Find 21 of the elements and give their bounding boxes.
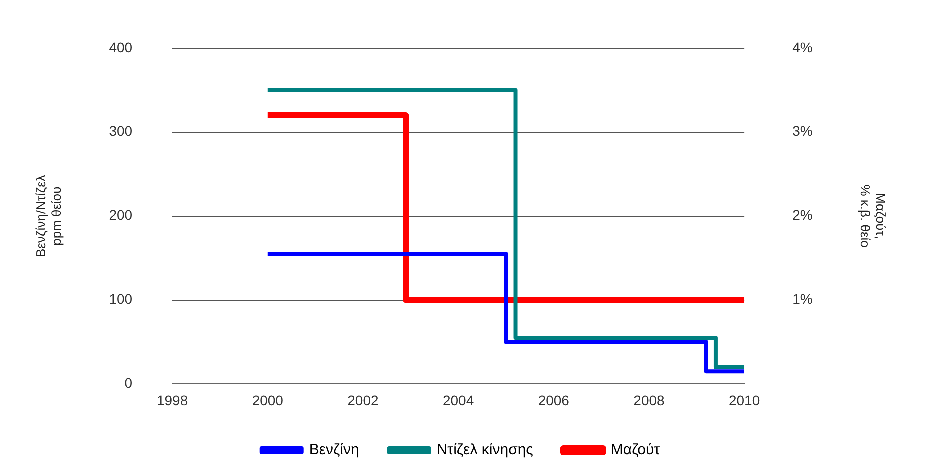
x-tick-label: 2006 xyxy=(538,392,570,408)
y2-tick-label: 1% xyxy=(792,291,813,308)
y2-axis-title: Μαζούτ, % κ.β. θείο xyxy=(858,184,889,248)
x-tick-label: 2000 xyxy=(252,392,284,408)
y2-tick-label: 4% xyxy=(792,39,813,56)
x-tick-label: 2004 xyxy=(442,392,474,408)
x-tick-label: 1998 xyxy=(156,392,188,408)
y-tick-label: 300 xyxy=(109,123,133,140)
y2-tick-label: 3% xyxy=(792,123,813,140)
legend-label: Ντίζελ κίνησης xyxy=(436,442,534,459)
x-tick-label: 2008 xyxy=(634,392,666,408)
y-tick-label: 400 xyxy=(109,39,133,56)
x-tick-label: 2010 xyxy=(728,392,760,408)
y-tick-label: 100 xyxy=(109,291,133,308)
legend-label: Μαζούτ xyxy=(610,442,660,459)
y-axis-title: Βενζίνη/Ντίζελ ppm θείου xyxy=(33,174,64,258)
y2-tick-label: 2% xyxy=(792,207,813,224)
x-tick-label: 2002 xyxy=(348,392,380,408)
legend-label: Βενζίνη xyxy=(309,442,360,459)
y-tick-label: 0 xyxy=(124,375,133,392)
y-tick-label: 200 xyxy=(109,207,133,224)
